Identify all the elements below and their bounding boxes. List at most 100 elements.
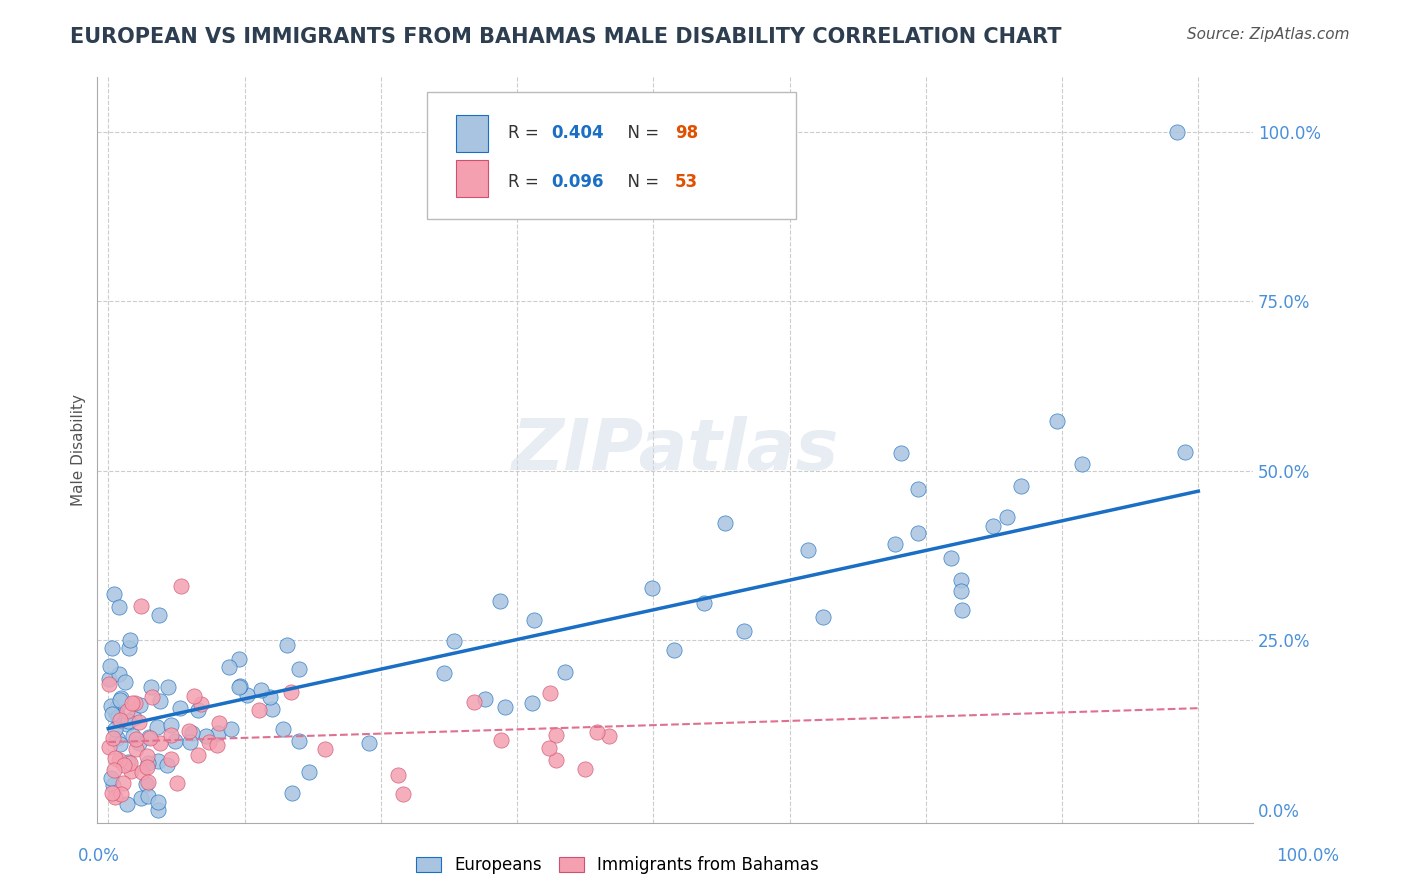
- Point: [117, 640, 139, 655]
- Point: [662, 642, 685, 657]
- Point: [165, 734, 187, 748]
- Point: [160, 728, 183, 742]
- Point: [281, 786, 304, 800]
- Point: [146, 720, 169, 734]
- Point: [489, 733, 512, 747]
- Point: [950, 584, 973, 599]
- Text: R =: R =: [508, 173, 544, 191]
- Point: [141, 681, 163, 695]
- Point: [983, 518, 1005, 533]
- Point: [179, 734, 201, 748]
- Point: [122, 711, 145, 725]
- Text: Source: ZipAtlas.com: Source: ZipAtlas.com: [1187, 27, 1350, 42]
- Point: [271, 723, 294, 737]
- Point: [141, 690, 163, 705]
- Point: [100, 771, 122, 785]
- Text: EUROPEAN VS IMMIGRANTS FROM BAHAMAS MALE DISABILITY CORRELATION CHART: EUROPEAN VS IMMIGRANTS FROM BAHAMAS MALE…: [70, 27, 1062, 46]
- Point: [488, 593, 510, 607]
- Point: [100, 640, 122, 655]
- Point: [98, 677, 121, 691]
- Point: [148, 608, 170, 623]
- Point: [463, 695, 485, 709]
- Point: [950, 573, 973, 587]
- Point: [110, 738, 132, 752]
- Text: 53: 53: [675, 173, 699, 191]
- Point: [125, 742, 148, 756]
- Point: [117, 756, 139, 770]
- Point: [108, 666, 131, 681]
- Text: N =: N =: [617, 173, 665, 191]
- Point: [120, 764, 142, 779]
- Point: [107, 731, 129, 746]
- Point: [298, 765, 321, 780]
- Point: [128, 698, 150, 713]
- Bar: [456, 115, 488, 152]
- Point: [100, 699, 122, 714]
- Point: [138, 731, 160, 745]
- Point: [995, 509, 1018, 524]
- Text: 0.0%: 0.0%: [77, 847, 120, 865]
- Point: [392, 787, 415, 801]
- Point: [939, 551, 962, 566]
- Point: [134, 777, 156, 791]
- Point: [131, 765, 153, 780]
- Point: [713, 516, 735, 531]
- Point: [236, 688, 259, 702]
- Point: [177, 724, 200, 739]
- Point: [544, 729, 567, 743]
- Point: [98, 672, 121, 686]
- Point: [183, 689, 205, 703]
- Point: [104, 722, 127, 736]
- Point: [136, 775, 159, 789]
- Point: [146, 795, 169, 809]
- Point: [115, 797, 138, 811]
- Point: [115, 704, 138, 718]
- Point: [218, 659, 240, 673]
- Point: [205, 738, 228, 752]
- Point: [101, 706, 124, 721]
- Point: [136, 760, 159, 774]
- Text: 0.404: 0.404: [551, 124, 605, 143]
- Point: [110, 690, 132, 705]
- Point: [276, 638, 298, 652]
- Point: [598, 729, 620, 743]
- Point: [537, 740, 560, 755]
- Point: [107, 710, 129, 724]
- Point: [148, 755, 170, 769]
- Point: [387, 768, 409, 782]
- Point: [1010, 478, 1032, 492]
- Point: [125, 732, 148, 747]
- Point: [229, 679, 252, 693]
- Point: [100, 785, 122, 799]
- Point: [136, 756, 159, 771]
- Point: [357, 737, 380, 751]
- Point: [159, 752, 181, 766]
- Point: [110, 787, 132, 801]
- Point: [586, 725, 609, 739]
- Point: [128, 736, 150, 750]
- Point: [169, 701, 191, 715]
- Point: [124, 696, 146, 710]
- Point: [544, 753, 567, 767]
- Point: [198, 735, 221, 749]
- Point: [693, 596, 716, 610]
- Text: N =: N =: [617, 124, 665, 143]
- Point: [160, 718, 183, 732]
- Point: [190, 697, 212, 711]
- Point: [538, 686, 561, 700]
- Point: [114, 675, 136, 690]
- Point: [952, 602, 974, 616]
- Point: [733, 624, 755, 638]
- Point: [146, 803, 169, 817]
- Point: [103, 763, 125, 777]
- Point: [112, 776, 135, 790]
- Point: [207, 726, 229, 740]
- Legend:   R = 0.404   N = 98,   R = 0.096   N = 53: R = 0.404 N = 98, R = 0.096 N = 53: [441, 102, 686, 170]
- Point: [115, 717, 138, 731]
- Point: [474, 692, 496, 706]
- Point: [98, 739, 121, 754]
- Point: [129, 599, 152, 614]
- Point: [247, 703, 270, 717]
- Text: 100.0%: 100.0%: [1277, 847, 1339, 865]
- Point: [136, 749, 159, 764]
